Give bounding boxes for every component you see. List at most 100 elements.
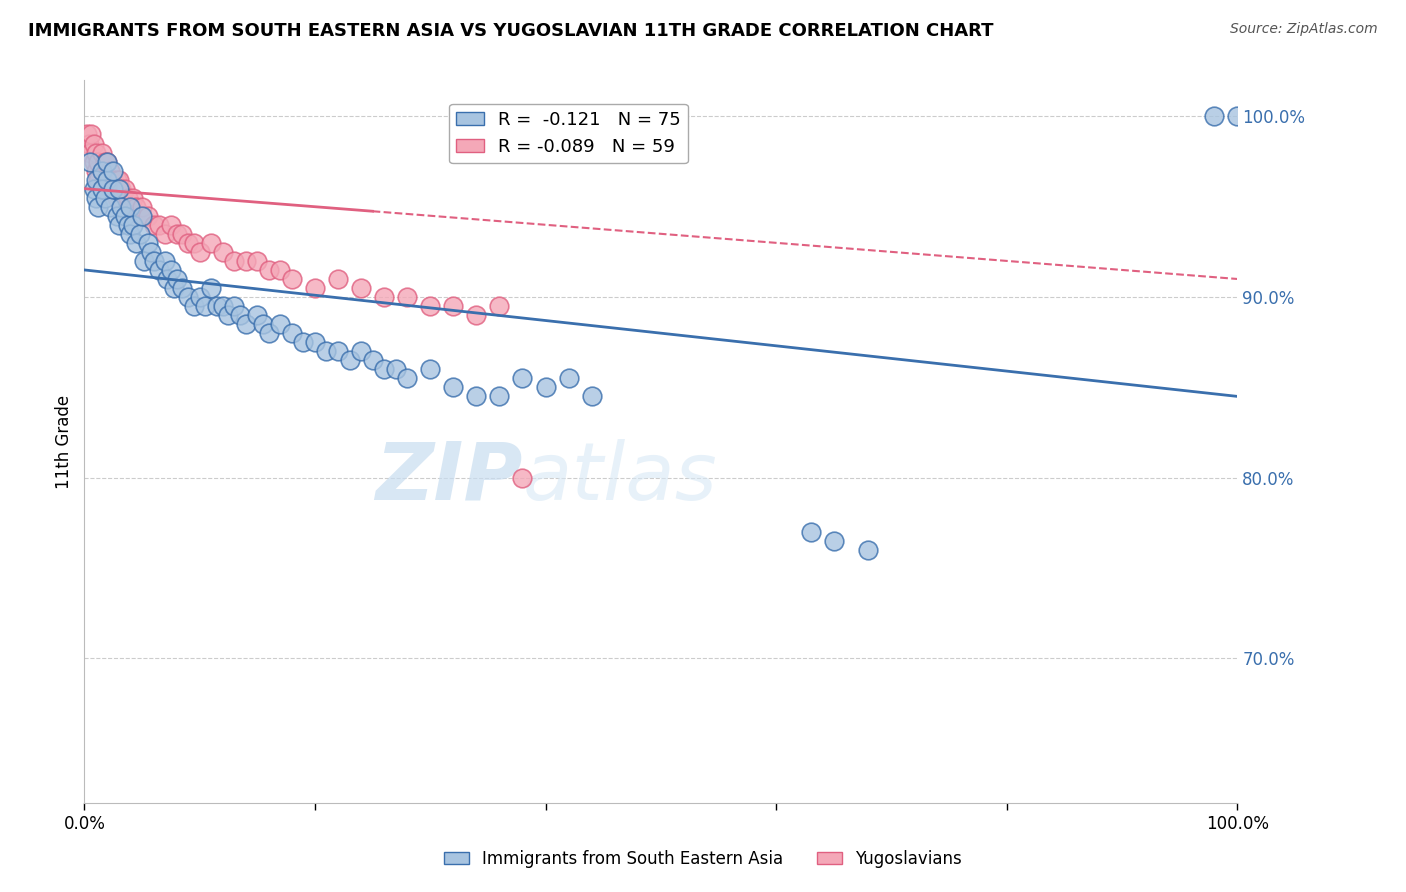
Point: [141, 244, 163, 259]
Point: [110, 182, 132, 196]
Point: [87, 154, 110, 169]
Point: [96, 172, 118, 186]
Point: [188, 290, 211, 304]
Point: [581, 389, 603, 403]
Point: [1204, 109, 1226, 123]
Point: [80, 128, 103, 142]
Point: [108, 182, 131, 196]
Point: [108, 218, 131, 232]
Legend: R =  -0.121   N = 75, R = -0.089   N = 59: R = -0.121 N = 75, R = -0.089 N = 59: [450, 103, 688, 163]
Point: [252, 317, 274, 331]
Point: [257, 326, 280, 341]
Point: [134, 253, 156, 268]
Point: [373, 362, 395, 376]
Point: [488, 389, 510, 403]
Point: [83, 154, 105, 169]
Point: [90, 163, 112, 178]
Point: [1226, 109, 1249, 123]
Point: [105, 191, 128, 205]
Text: IMMIGRANTS FROM SOUTH EASTERN ASIA VS YUGOSLAVIAN 11TH GRADE CORRELATION CHART: IMMIGRANTS FROM SOUTH EASTERN ASIA VS YU…: [28, 22, 994, 40]
Point: [84, 172, 107, 186]
Point: [160, 218, 183, 232]
Point: [441, 380, 464, 394]
Point: [156, 272, 179, 286]
Point: [87, 200, 110, 214]
Point: [103, 172, 124, 186]
Point: [858, 542, 880, 557]
Point: [148, 218, 170, 232]
Point: [292, 335, 315, 350]
Point: [128, 227, 150, 241]
Text: ZIP: ZIP: [375, 439, 523, 516]
Point: [153, 253, 176, 268]
Point: [246, 308, 269, 322]
Point: [396, 290, 419, 304]
Point: [512, 470, 534, 484]
Point: [121, 191, 143, 205]
Point: [148, 263, 170, 277]
Point: [120, 227, 142, 241]
Point: [98, 163, 121, 178]
Point: [125, 200, 148, 214]
Point: [94, 154, 117, 169]
Point: [224, 253, 246, 268]
Point: [235, 317, 257, 331]
Legend: Immigrants from South Eastern Asia, Yugoslavians: Immigrants from South Eastern Asia, Yugo…: [437, 844, 969, 875]
Point: [117, 191, 139, 205]
Point: [246, 253, 269, 268]
Point: [224, 299, 246, 313]
Point: [90, 163, 112, 178]
Point: [84, 163, 107, 178]
Point: [441, 299, 464, 313]
Point: [823, 533, 845, 548]
Point: [96, 172, 118, 186]
Point: [125, 235, 148, 250]
Point: [90, 145, 112, 160]
Point: [304, 335, 326, 350]
Point: [94, 191, 117, 205]
Point: [166, 227, 188, 241]
Point: [142, 253, 165, 268]
Point: [96, 154, 118, 169]
Point: [350, 281, 373, 295]
Point: [103, 182, 124, 196]
Point: [84, 145, 107, 160]
Text: atlas: atlas: [523, 439, 717, 516]
Point: [281, 272, 304, 286]
Point: [121, 218, 143, 232]
Point: [103, 163, 124, 178]
Point: [534, 380, 557, 394]
Point: [84, 191, 107, 205]
Point: [339, 353, 361, 368]
Text: Source: ZipAtlas.com: Source: ZipAtlas.com: [1230, 22, 1378, 37]
Point: [105, 172, 128, 186]
Point: [98, 200, 121, 214]
Point: [108, 172, 131, 186]
Point: [136, 209, 159, 223]
Point: [142, 218, 165, 232]
Point: [326, 272, 349, 286]
Point: [218, 308, 240, 322]
Point: [205, 299, 228, 313]
Point: [172, 227, 194, 241]
Point: [83, 182, 105, 196]
Point: [194, 299, 217, 313]
Point: [177, 290, 200, 304]
Point: [114, 209, 136, 223]
Point: [114, 182, 136, 196]
Point: [211, 244, 233, 259]
Point: [79, 154, 101, 169]
Point: [229, 308, 252, 322]
Point: [361, 353, 384, 368]
Point: [488, 299, 510, 313]
Point: [128, 209, 150, 223]
Point: [350, 344, 373, 359]
Point: [281, 326, 304, 341]
Point: [94, 172, 117, 186]
Point: [512, 371, 534, 385]
Point: [79, 145, 101, 160]
Point: [200, 235, 222, 250]
Point: [304, 281, 326, 295]
Point: [269, 263, 291, 277]
Point: [76, 128, 98, 142]
